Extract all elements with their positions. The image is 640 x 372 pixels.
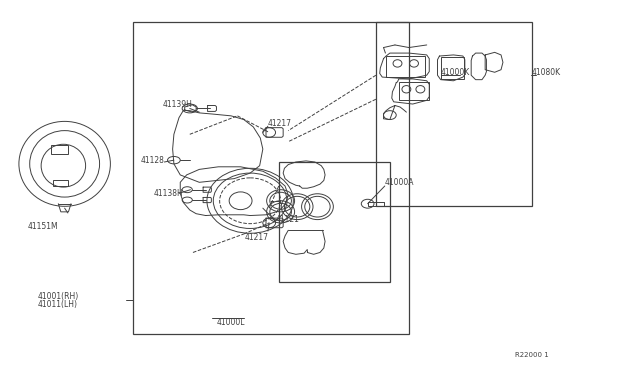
Text: 41121: 41121 — [276, 215, 300, 224]
Text: 41217: 41217 — [245, 233, 269, 242]
Text: 41000A: 41000A — [385, 178, 414, 187]
Text: 41001(RH): 41001(RH) — [37, 292, 79, 301]
Text: 41217: 41217 — [268, 119, 292, 128]
Bar — [132, 22, 409, 334]
Bar — [399, 82, 429, 100]
Text: 41151M: 41151M — [28, 222, 58, 231]
Bar — [386, 56, 426, 77]
Bar — [278, 162, 390, 282]
Text: 41000L: 41000L — [217, 318, 246, 327]
Text: 41128: 41128 — [141, 156, 164, 166]
Text: R22000 1: R22000 1 — [515, 352, 548, 358]
Bar — [441, 57, 463, 79]
Bar — [51, 145, 68, 154]
Text: 41139H: 41139H — [163, 100, 193, 109]
Text: 41080K: 41080K — [532, 68, 561, 77]
Text: 41000K: 41000K — [441, 68, 470, 77]
Bar — [376, 22, 532, 206]
Bar — [53, 180, 68, 186]
Text: 41011(LH): 41011(LH) — [37, 300, 77, 309]
Text: 41138H: 41138H — [154, 189, 183, 198]
